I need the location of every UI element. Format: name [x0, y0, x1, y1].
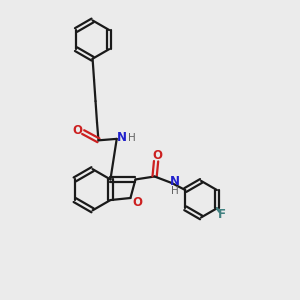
Text: O: O	[73, 124, 83, 137]
Text: N: N	[117, 131, 127, 144]
Text: O: O	[152, 149, 163, 162]
Text: H: H	[128, 133, 136, 143]
Text: N: N	[169, 175, 180, 188]
Text: H: H	[171, 186, 178, 196]
Text: O: O	[132, 196, 142, 209]
Text: F: F	[218, 208, 226, 221]
